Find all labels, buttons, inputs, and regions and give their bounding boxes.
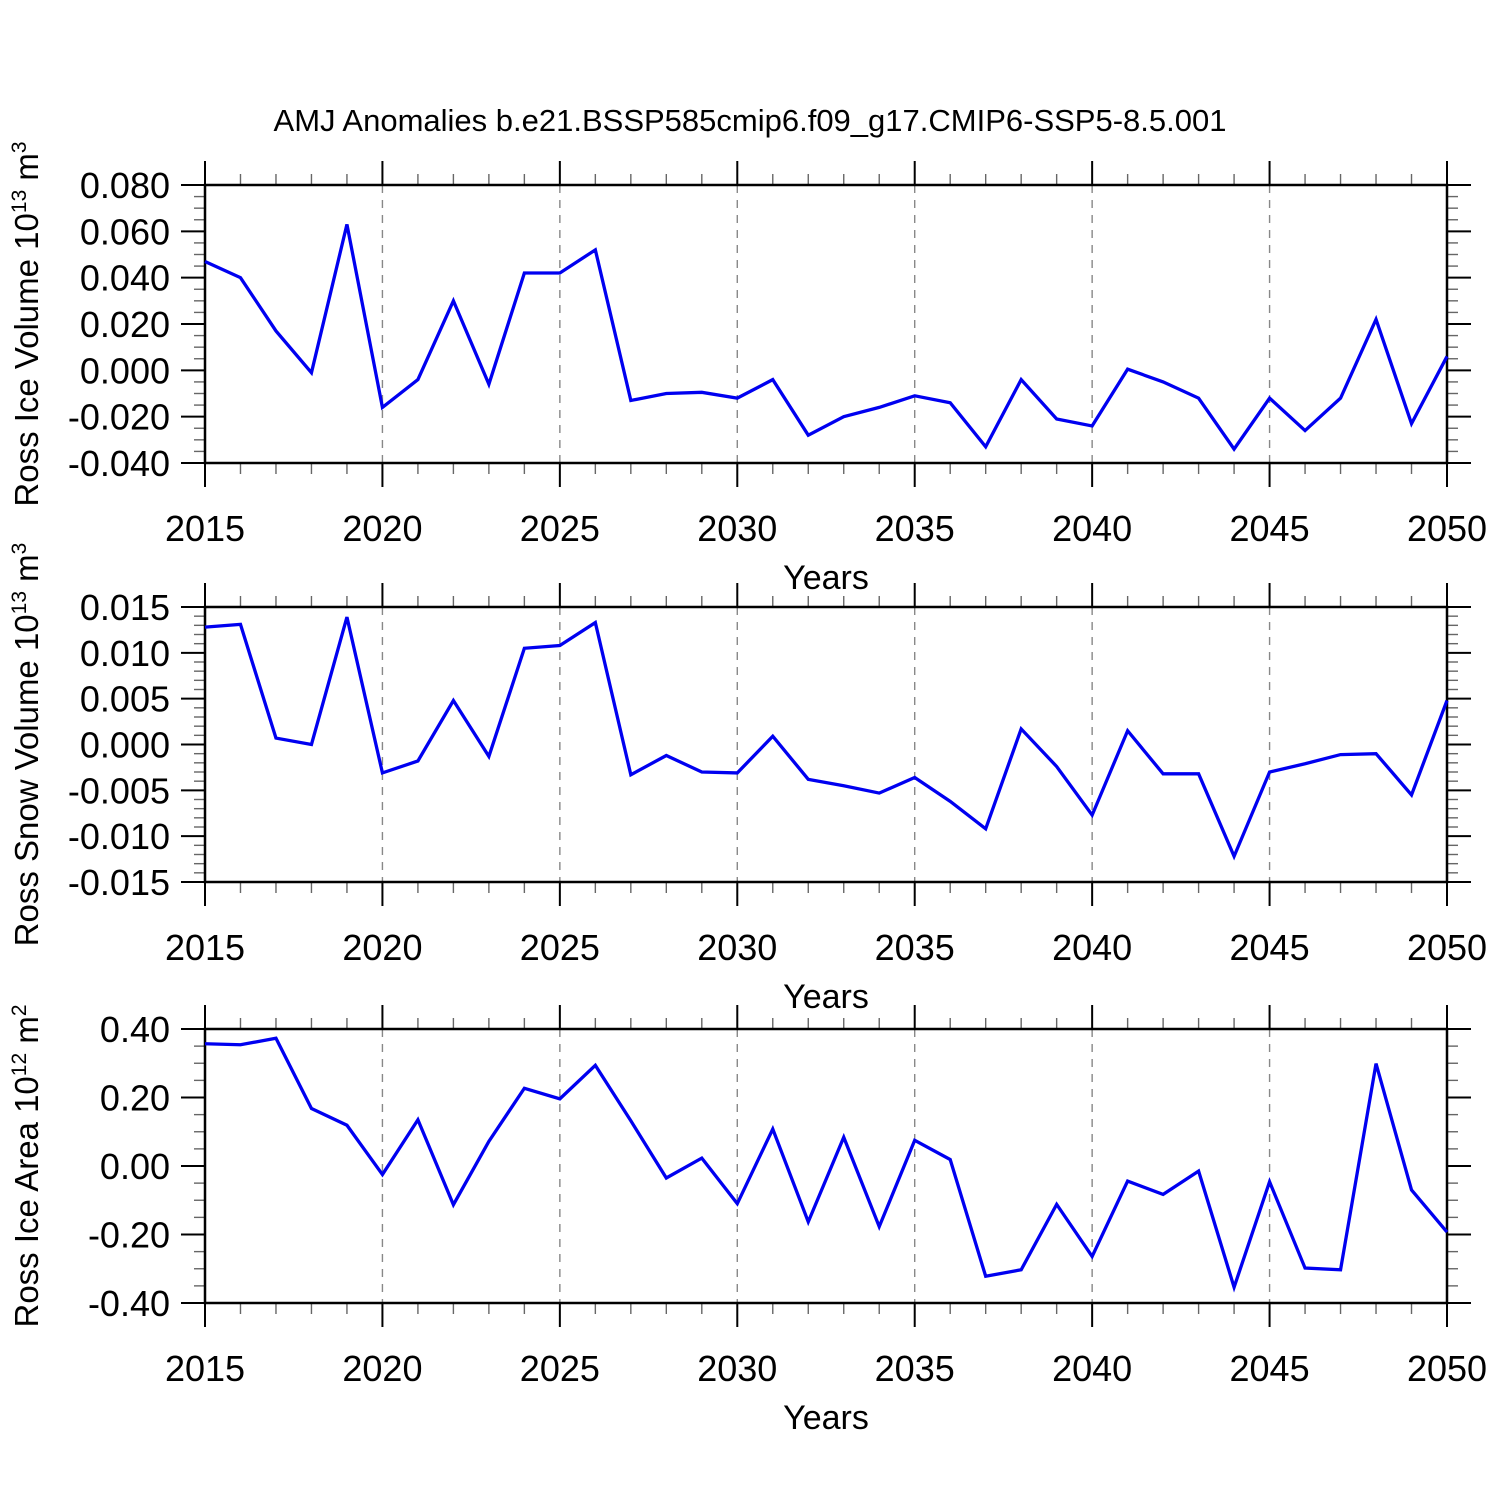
y-tick-label: -0.005 [68, 770, 170, 811]
y-tick-label: -0.20 [88, 1215, 170, 1256]
y-tick-label: 0.20 [100, 1078, 170, 1119]
x-tick-label: 2015 [165, 1348, 245, 1389]
y-tick-label: 0.015 [80, 587, 170, 628]
data-line [204, 223, 1449, 452]
x-tick-label: 2045 [1230, 508, 1310, 549]
x-axis: 2015 2020 2025 2030 2035 2040 2045 2050 [165, 1005, 1487, 1389]
figure-title: AMJ Anomalies b.e21.BSSP585cmip6.f09_g17… [273, 103, 1227, 138]
x-axis: 2015 2020 2025 2030 2035 2040 2045 2050 [165, 161, 1487, 549]
y-axis-title: Ross Ice Volume 1013 m3 [8, 141, 45, 506]
x-axis-title: Years [783, 559, 869, 597]
y-tick-label: -0.010 [68, 816, 170, 857]
x-tick-label: 2035 [875, 927, 955, 968]
y-tick-label: 0.40 [100, 1009, 170, 1050]
x-tick-label: 2025 [520, 508, 600, 549]
x-axis-title: Years [783, 978, 869, 1016]
y-axis: -0.040 -0.020 0.000 0.020 0.040 0.060 0.080 [68, 165, 1471, 484]
y-tick-label: 0.060 [80, 211, 170, 252]
x-tick-label: 2030 [697, 927, 777, 968]
x-tick-label: 2045 [1230, 1348, 1310, 1389]
y-tick-label: 0.00 [100, 1146, 170, 1187]
gridlines [381, 185, 1271, 463]
y-axis-title: Ross Snow Volume 1013 m3 [8, 543, 45, 947]
x-tick-label: 2050 [1407, 508, 1487, 549]
x-tick-label: 2020 [342, 1348, 422, 1389]
data-line [204, 616, 1449, 861]
x-tick-label: 2035 [875, 1348, 955, 1389]
y-tick-label: 0.000 [80, 350, 170, 391]
x-tick-label: 2040 [1052, 927, 1132, 968]
gridlines [381, 607, 1271, 882]
y-tick-label: 0.020 [80, 304, 170, 345]
y-tick-label: -0.040 [68, 443, 170, 484]
x-tick-label: 2020 [342, 508, 422, 549]
x-tick-label: 2025 [520, 1348, 600, 1389]
x-tick-label: 2030 [697, 1348, 777, 1389]
y-tick-label: -0.40 [88, 1283, 170, 1324]
y-tick-label: -0.020 [68, 397, 170, 438]
x-tick-label: 2050 [1407, 1348, 1487, 1389]
plot-frame [203, 605, 1449, 884]
y-tick-label: 0.005 [80, 679, 170, 720]
x-tick-label: 2030 [697, 508, 777, 549]
y-axis: -0.40 -0.20 0.00 0.20 0.40 [88, 1009, 1471, 1324]
x-axis-title: Years [783, 1399, 869, 1437]
gridlines [381, 1029, 1271, 1303]
x-tick-label: 2040 [1052, 1348, 1132, 1389]
y-tick-label: 0.040 [80, 258, 170, 299]
x-axis: 2015 2020 2025 2030 2035 2040 2045 2050 [165, 583, 1487, 968]
y-tick-label: -0.015 [68, 862, 170, 903]
x-tick-label: 2045 [1230, 927, 1310, 968]
x-tick-label: 2040 [1052, 508, 1132, 549]
y-axis-title: Ross Ice Area 1012 m2 [8, 1004, 45, 1327]
x-tick-label: 2015 [165, 508, 245, 549]
y-tick-label: 0.000 [80, 725, 170, 766]
x-tick-label: 2035 [875, 508, 955, 549]
ross-ice-area-panel: 2015 2020 2025 2030 2035 2040 2045 2050-0.40-0.… [8, 1004, 1487, 1437]
x-tick-label: 2050 [1407, 927, 1487, 968]
x-tick-label: 2025 [520, 927, 600, 968]
ross-snow-volume-panel: 2015 2020 2025 2030 2035 2040 2045 2050-0.015-0… [8, 543, 1487, 1016]
ross-ice-volume-panel: 2015 2020 2025 2030 2035 2040 2045 2050-0.040-0… [8, 141, 1487, 597]
x-tick-label: 2020 [342, 927, 422, 968]
plot-frame [203, 1027, 1449, 1305]
y-tick-label: 0.080 [80, 165, 170, 206]
y-tick-label: 0.010 [80, 633, 170, 674]
x-tick-label: 2015 [165, 927, 245, 968]
plot-frame [203, 183, 1449, 465]
data-line [204, 1036, 1449, 1293]
